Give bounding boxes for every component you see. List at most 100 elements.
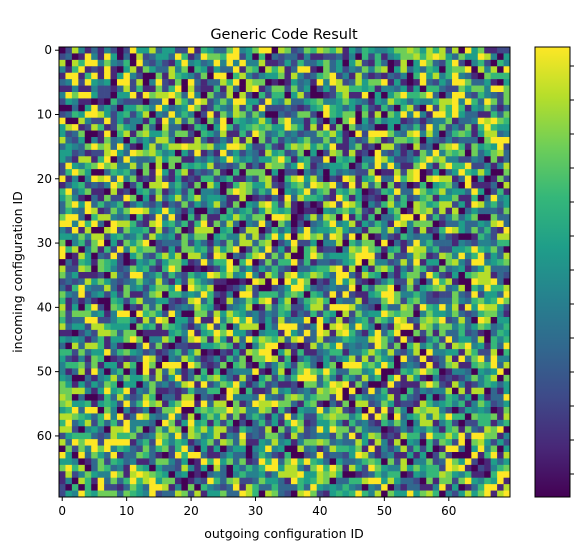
heatmap-cell [303,400,311,408]
heatmap-cell [368,317,376,324]
heatmap-cell [355,47,363,54]
heatmap-cell [187,368,195,376]
heatmap-cell [464,239,472,247]
heatmap-cell [220,297,227,305]
heatmap-cell [194,162,202,170]
heatmap-cell [226,194,234,202]
heatmap-cell [200,445,208,453]
heatmap-cell [104,477,111,485]
heatmap-cell [503,426,511,434]
heatmap-cell [355,291,363,299]
heatmap-cell [207,452,214,459]
heatmap-cell [168,490,176,498]
heatmap-cell [464,194,472,202]
heatmap-cell [187,79,195,86]
heatmap-cell [123,432,131,440]
heatmap-cell [316,252,324,260]
heatmap-cell [419,387,427,395]
heatmap-cell [129,98,137,106]
heatmap-cell [200,407,208,414]
heatmap-cell [445,214,453,221]
heatmap-cell [297,349,305,356]
heatmap-cell [297,413,305,421]
heatmap-cell [387,59,395,67]
heatmap-cell [361,445,369,453]
heatmap-cell [220,47,227,54]
heatmap-cell [123,413,131,421]
heatmap-cell [458,452,466,459]
heatmap-cell [342,111,350,119]
heatmap-cell [387,79,395,86]
heatmap-cell [258,66,266,74]
heatmap-cell [406,143,414,151]
heatmap-cell [303,323,311,331]
heatmap-cell [123,66,131,74]
heatmap-cell [484,432,492,440]
heatmap-cell [316,471,324,479]
heatmap-cell [426,445,434,453]
heatmap-cell [65,272,73,279]
heatmap-cell [497,59,504,67]
heatmap-cell [439,72,446,80]
x-axis-ticks: 0 10 20 30 40 50 60 [58,497,456,518]
heatmap-cell [464,246,472,254]
heatmap-cell [149,194,156,202]
heatmap-cell [297,47,305,54]
heatmap-cell [123,188,131,196]
heatmap-cell [316,439,324,446]
heatmap-cell [284,336,292,344]
heatmap-cell [59,252,66,260]
heatmap-cell [194,439,202,446]
heatmap-cell [142,387,150,395]
heatmap-cell [297,188,305,196]
heatmap-cell [162,162,169,170]
heatmap-cell [484,111,492,119]
heatmap-cell [497,439,504,446]
heatmap-cell [84,239,92,247]
heatmap-cell [419,381,427,389]
heatmap-cell [490,194,498,202]
heatmap-cell [110,149,118,157]
heatmap-cell [78,387,86,395]
heatmap-cell [394,407,401,414]
heatmap-cell [310,156,318,164]
heatmap-cell [245,452,253,459]
heatmap-cell [490,297,498,305]
heatmap-cell [464,323,472,331]
heatmap-cell [142,194,150,202]
heatmap-cell [342,130,350,138]
heatmap-cell [181,291,189,299]
heatmap-cell [297,355,305,363]
heatmap-cell [194,104,202,112]
heatmap-cell [336,445,343,453]
heatmap-cell [97,246,105,254]
heatmap-cell [110,304,118,311]
heatmap-cell [329,182,337,189]
heatmap-cell [387,458,395,466]
heatmap-cell [220,317,227,324]
heatmap-cell [239,477,247,485]
heatmap-cell [439,214,446,221]
heatmap-cell [271,98,279,106]
heatmap-cell [303,407,311,414]
heatmap-cell [97,265,105,273]
heatmap-cell [129,194,137,202]
heatmap-cell [278,355,285,363]
heatmap-cell [477,124,485,131]
heatmap-cell [245,484,253,491]
heatmap-cell [355,124,363,131]
heatmap-cell [387,220,395,228]
heatmap-cell [207,111,214,119]
heatmap-cell [348,477,356,485]
heatmap-cell [361,130,369,138]
heatmap-cell [220,72,227,80]
heatmap-cell [84,259,92,266]
heatmap-cell [432,374,440,382]
heatmap-cell [258,394,266,401]
heatmap-cell [458,265,466,273]
heatmap-cell [432,355,440,363]
heatmap-cell [310,137,318,144]
heatmap-cell [316,111,324,119]
heatmap-cell [200,304,208,311]
heatmap-cell [394,419,401,427]
